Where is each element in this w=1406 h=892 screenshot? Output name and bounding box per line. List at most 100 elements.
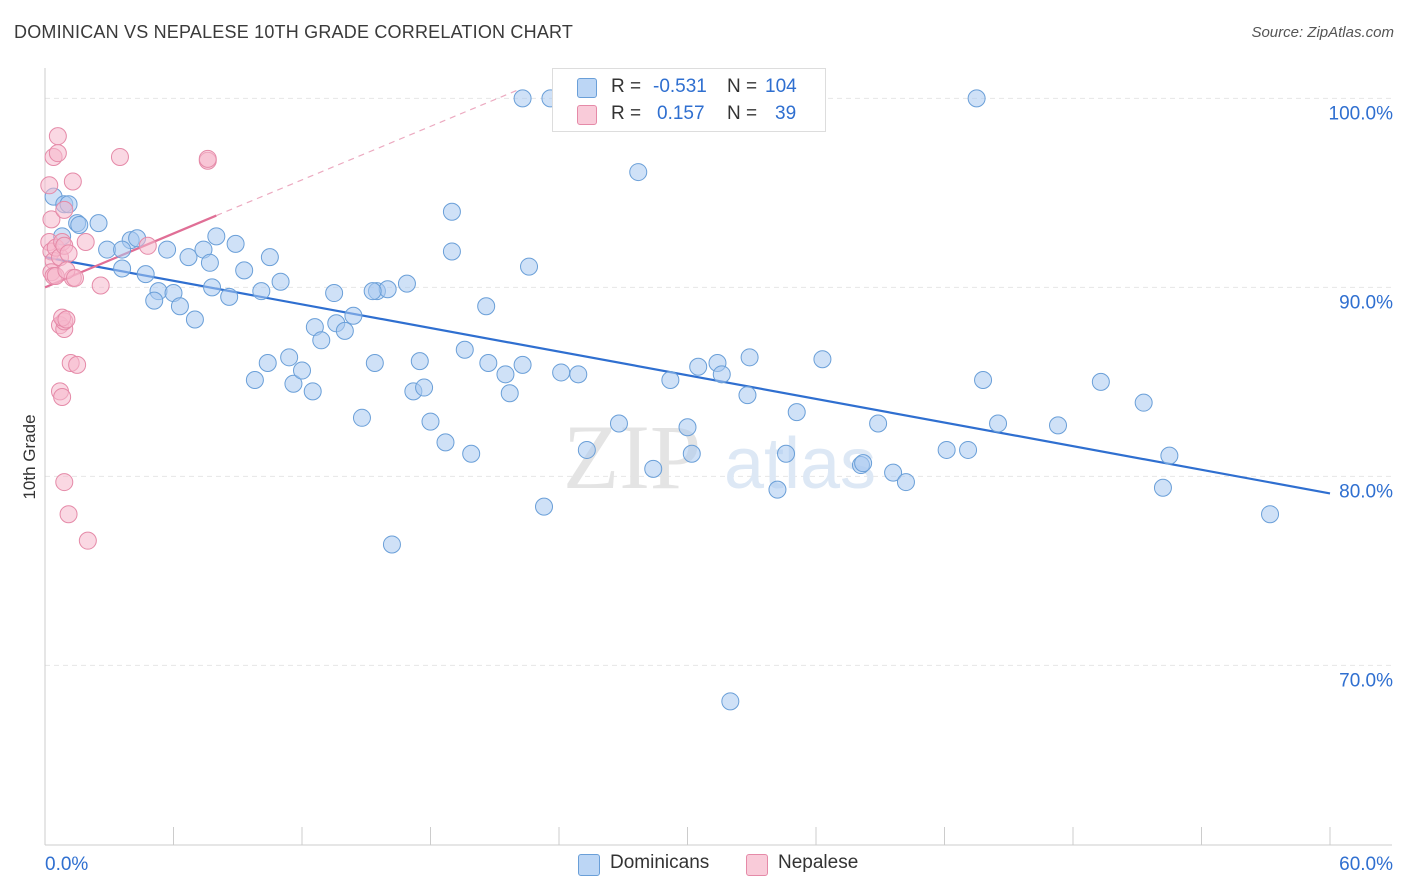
dominican-point	[884, 463, 903, 482]
legend-row-nepalese: R = 0.157 N = 39	[553, 101, 825, 127]
legend-r-value: -0.531	[653, 76, 707, 97]
dominican-point	[312, 331, 331, 350]
dominican-point	[1134, 393, 1153, 412]
dominican-point	[325, 284, 344, 303]
x-tick-label: 0.0%	[45, 854, 88, 875]
dominican-point	[462, 444, 481, 463]
dominican-point	[136, 265, 155, 284]
legend-swatch-nepalese	[746, 854, 768, 876]
dominican-point	[967, 89, 986, 108]
dominican-point	[271, 272, 290, 291]
dominican-point	[959, 440, 978, 459]
axes	[44, 68, 1392, 846]
legend-n-label: N =	[727, 103, 758, 124]
nepalese-point	[55, 473, 74, 492]
dominican-point	[937, 440, 956, 459]
nepalese-point	[110, 147, 129, 166]
dominican-point	[569, 365, 588, 384]
dominican-point	[496, 365, 515, 384]
dominican-point	[226, 234, 245, 253]
dominican-point	[1153, 478, 1172, 497]
dominican-point	[158, 240, 177, 259]
dominican-point	[712, 365, 731, 384]
dominican-point	[280, 348, 299, 367]
nepalese-point	[55, 200, 74, 219]
dominican-point	[220, 287, 239, 306]
dominican-point	[721, 692, 740, 711]
nepalese-trend-extension	[216, 88, 521, 217]
dominican-point	[520, 257, 539, 276]
dominican-point	[500, 384, 519, 403]
nepalese-point	[138, 236, 157, 255]
x-tick-label: 60.0%	[1339, 854, 1393, 875]
dominican-point	[70, 216, 89, 234]
dominican-point	[787, 403, 806, 422]
dominican-point	[436, 433, 455, 452]
dominican-point	[989, 414, 1008, 433]
dominican-point	[455, 340, 474, 359]
y-tick-label: 80.0%	[1339, 481, 1393, 502]
legend-n-value: 104	[765, 76, 797, 97]
dominican-point	[378, 280, 397, 299]
legend-swatch-dominicans	[578, 854, 600, 876]
dominican-point	[235, 261, 254, 280]
dominican-point	[260, 248, 279, 267]
dominican-point	[284, 374, 303, 393]
legend-label-nepalese: Nepalese	[778, 852, 859, 873]
legend-label-dominicans: Dominicans	[610, 852, 710, 873]
dominican-point	[335, 321, 354, 340]
dominican-point	[661, 371, 680, 389]
dominican-point	[365, 353, 384, 372]
dominican-point	[382, 535, 401, 554]
dominican-point	[479, 353, 498, 372]
dominican-point	[98, 240, 117, 259]
dominican-point	[245, 371, 264, 389]
legend-r-value: 0.157	[657, 103, 705, 124]
nepalese-point	[48, 127, 67, 146]
data-points	[40, 89, 1280, 711]
dominican-point	[513, 89, 532, 108]
dominican-point	[682, 444, 701, 463]
dominican-point	[577, 440, 596, 459]
dominican-point	[344, 306, 363, 325]
correlation-legend: R = -0.531 N = 104 R = 0.157 N = 39	[552, 68, 826, 132]
nepalese-point	[48, 144, 67, 163]
nepalese-point	[53, 388, 72, 407]
nepalese-point	[68, 355, 87, 374]
dominican-point	[896, 473, 915, 492]
nepalese-point	[78, 531, 97, 550]
nepalese-point	[65, 268, 84, 287]
dominican-point	[293, 361, 311, 380]
dominican-point	[629, 163, 648, 182]
dominican-point	[854, 454, 873, 473]
nepalese-point	[57, 310, 76, 329]
dominican-point	[513, 355, 532, 374]
dominican-point	[1049, 416, 1068, 435]
nepalese-point	[59, 505, 78, 524]
legend-n-value: 39	[775, 103, 797, 124]
nepalese-point	[91, 276, 110, 295]
y-tick-label: 100.0%	[1329, 103, 1394, 124]
nepalese-point	[198, 149, 217, 168]
dominican-point	[869, 414, 888, 433]
watermark: ZIP atlas	[563, 406, 876, 508]
dominican-point	[552, 363, 571, 382]
nepalese-point	[42, 210, 61, 229]
dominican-point	[740, 348, 759, 367]
dominican-point	[477, 297, 496, 316]
dominican-point	[1160, 446, 1179, 465]
y-axis-label: 10th Grade	[20, 414, 39, 500]
dominican-point	[179, 248, 198, 267]
legend-r-label: R =	[611, 76, 642, 97]
dominican-point	[1091, 372, 1110, 391]
legend-row-dominicans: R = -0.531 N = 104	[553, 74, 825, 100]
legend-swatch-dominicans	[577, 78, 597, 98]
dominican-point	[252, 282, 271, 301]
legend-swatch-nepalese	[577, 105, 597, 125]
dominican-point	[442, 202, 461, 221]
dominican-point	[415, 378, 434, 397]
dominican-point	[768, 480, 787, 499]
dominican-point	[145, 291, 164, 310]
dominican-point	[113, 259, 132, 278]
